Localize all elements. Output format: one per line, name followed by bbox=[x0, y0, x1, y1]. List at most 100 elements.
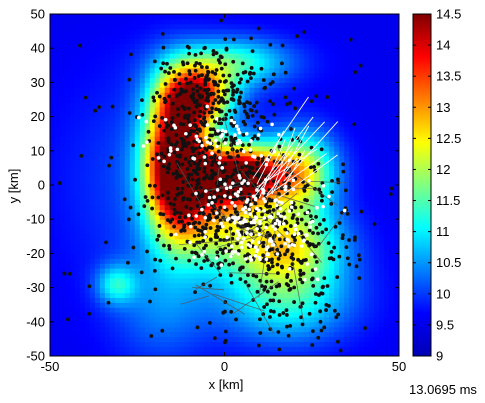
heat-cell bbox=[74, 160, 81, 167]
heat-cell bbox=[389, 170, 395, 176]
heat-cell bbox=[249, 145, 256, 152]
heat-cell bbox=[294, 331, 300, 338]
heat-cell bbox=[64, 33, 71, 40]
heat-cell bbox=[79, 292, 86, 298]
heat-cell bbox=[294, 297, 300, 303]
heat-cell bbox=[354, 331, 360, 338]
heat-cell bbox=[264, 121, 270, 127]
heat-cell bbox=[84, 136, 91, 142]
heat-cell bbox=[329, 194, 335, 201]
heat-cell bbox=[184, 272, 191, 279]
heat-cell bbox=[309, 326, 315, 333]
heat-cell bbox=[289, 62, 295, 69]
heat-cell bbox=[164, 185, 171, 191]
heat-cell bbox=[359, 131, 365, 137]
heat-cell bbox=[349, 331, 355, 338]
heat-cell bbox=[374, 23, 380, 30]
heat-cell bbox=[374, 346, 380, 352]
heat-cell bbox=[274, 312, 280, 318]
heat-cell bbox=[134, 253, 141, 259]
heat-cell bbox=[374, 277, 380, 284]
heat-cell bbox=[244, 233, 251, 240]
heat-cell bbox=[254, 111, 260, 118]
heat-cell bbox=[384, 321, 390, 328]
heat-cell bbox=[249, 282, 256, 289]
heat-cell bbox=[149, 82, 156, 88]
heat-cell bbox=[104, 219, 111, 225]
heat-cell bbox=[369, 312, 375, 318]
heat-cell bbox=[84, 253, 91, 259]
heat-cell bbox=[194, 33, 201, 40]
heat-cell bbox=[364, 307, 370, 313]
heat-cell bbox=[344, 292, 350, 298]
heat-cell bbox=[149, 248, 156, 254]
heat-cell bbox=[329, 14, 335, 20]
heat-cell bbox=[209, 43, 216, 49]
heat-cell bbox=[144, 38, 151, 44]
heat-cell bbox=[249, 194, 256, 201]
heat-cell bbox=[339, 253, 345, 259]
heat-cell bbox=[134, 351, 141, 356]
heat-cell bbox=[84, 238, 91, 245]
heat-cell bbox=[319, 346, 325, 352]
heat-cell bbox=[309, 351, 315, 356]
heat-cell bbox=[64, 165, 71, 171]
heat-cell bbox=[104, 263, 111, 269]
heat-cell bbox=[139, 180, 146, 186]
heat-cell bbox=[309, 141, 315, 147]
heat-cell bbox=[64, 43, 71, 49]
heat-cell bbox=[254, 243, 260, 250]
heat-cell bbox=[174, 297, 181, 303]
heat-cell bbox=[109, 18, 116, 25]
heat-cell bbox=[84, 302, 91, 308]
heat-cell bbox=[159, 297, 166, 303]
heat-cell bbox=[74, 131, 81, 137]
heat-cell bbox=[189, 268, 196, 274]
heat-cell bbox=[89, 258, 96, 264]
heat-cell bbox=[94, 33, 101, 40]
heat-cell bbox=[329, 23, 335, 30]
heat-cell bbox=[114, 155, 121, 162]
heat-cell bbox=[374, 238, 380, 245]
heat-cell bbox=[104, 277, 111, 284]
heat-cell bbox=[314, 263, 320, 269]
heat-cell bbox=[344, 258, 350, 264]
heat-cell bbox=[64, 224, 71, 230]
heat-cell bbox=[149, 150, 156, 157]
heat-cell bbox=[124, 277, 131, 284]
heat-cell bbox=[84, 145, 91, 152]
heat-cell bbox=[119, 28, 126, 35]
heat-cell bbox=[129, 165, 136, 171]
heat-cell bbox=[314, 23, 320, 30]
heat-cell bbox=[354, 170, 360, 176]
heat-cell bbox=[50, 92, 56, 98]
heat-cell bbox=[84, 155, 91, 162]
heat-cell bbox=[84, 336, 91, 342]
heat-cell bbox=[74, 185, 81, 191]
heat-cell bbox=[229, 38, 236, 44]
heat-cell bbox=[94, 321, 101, 328]
heat-cell bbox=[364, 253, 370, 259]
heat-cell bbox=[214, 307, 221, 313]
heat-cell bbox=[50, 307, 56, 313]
heat-cell bbox=[89, 101, 96, 108]
heat-cell bbox=[264, 28, 270, 35]
heat-cell bbox=[224, 263, 231, 269]
heat-cell bbox=[239, 170, 246, 176]
heat-cell bbox=[359, 48, 365, 54]
heat-cell bbox=[319, 101, 325, 108]
heat-cell bbox=[284, 48, 290, 54]
heat-cell bbox=[54, 43, 61, 49]
heat-cell bbox=[239, 150, 246, 157]
heat-cell bbox=[244, 126, 251, 132]
heat-cell bbox=[149, 209, 156, 215]
heat-cell bbox=[149, 53, 156, 59]
heat-cell bbox=[324, 243, 330, 250]
heat-cell bbox=[194, 43, 201, 49]
heat-cell bbox=[349, 77, 355, 83]
heat-cell bbox=[134, 263, 141, 269]
heat-cell bbox=[389, 155, 395, 162]
heat-cell bbox=[89, 287, 96, 294]
heat-cell bbox=[189, 38, 196, 44]
heat-cell bbox=[164, 18, 171, 25]
